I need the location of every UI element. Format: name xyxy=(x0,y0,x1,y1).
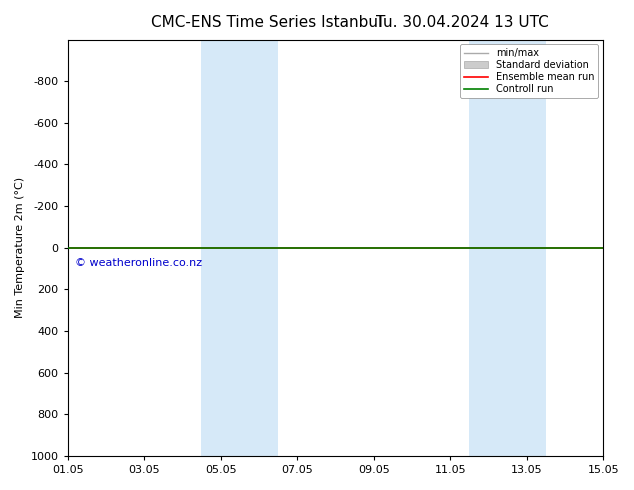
Bar xyxy=(202,40,278,456)
Text: © weatheronline.co.nz: © weatheronline.co.nz xyxy=(75,258,202,268)
Y-axis label: Min Temperature 2m (°C): Min Temperature 2m (°C) xyxy=(15,177,25,318)
Text: Tu. 30.04.2024 13 UTC: Tu. 30.04.2024 13 UTC xyxy=(377,15,549,30)
Text: CMC-ENS Time Series Istanbul: CMC-ENS Time Series Istanbul xyxy=(151,15,382,30)
Bar xyxy=(469,40,546,456)
Legend: min/max, Standard deviation, Ensemble mean run, Controll run: min/max, Standard deviation, Ensemble me… xyxy=(460,45,598,98)
